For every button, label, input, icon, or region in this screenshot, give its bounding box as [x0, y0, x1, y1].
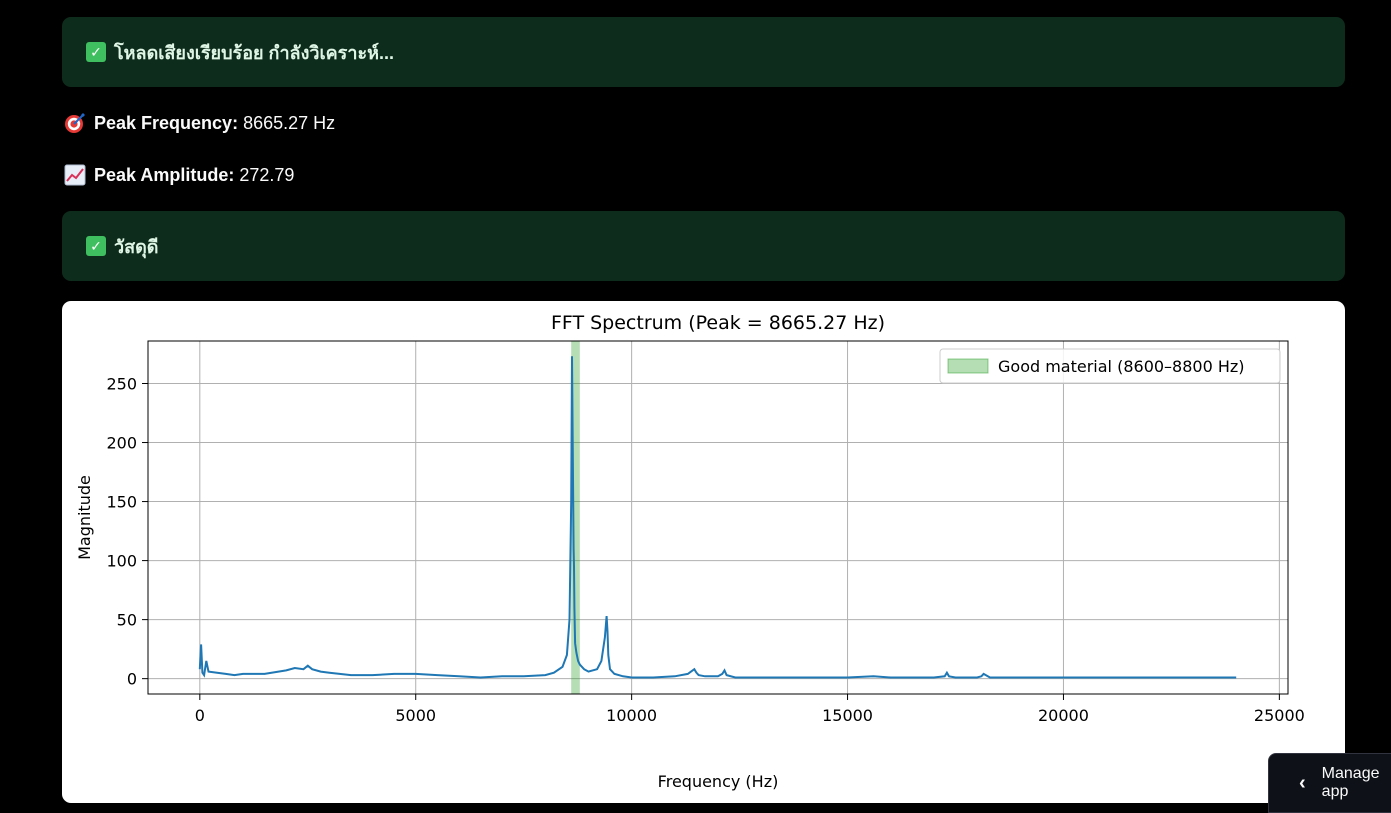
- spectrum-line: [198, 356, 1237, 679]
- fft-chart: 0 5000 10000 15000 20000 25000 0 50 100 150 200 25…: [75, 312, 1305, 791]
- target-icon: [65, 113, 85, 133]
- success-alert-result: ✓ วัสดุดี: [62, 211, 1345, 281]
- legend-swatch: [947, 358, 989, 374]
- chevron-left-icon: ‹: [1299, 771, 1306, 794]
- manage-app-button[interactable]: ‹ Manage app: [1268, 753, 1391, 813]
- success-alert-loaded: ✓ โหลดเสียงเรียบร้อย กำลังวิเคราะห์...: [62, 17, 1345, 87]
- x-tick-label: 25000: [1254, 706, 1305, 725]
- x-tick-label: 20000: [1038, 706, 1089, 725]
- legend-label: Good material (8600–8800 Hz): [998, 357, 1245, 376]
- check-mark-icon: ✓: [86, 42, 106, 62]
- peak-frequency-value: 8665.27 Hz: [243, 112, 336, 133]
- x-tick-label: 15000: [822, 706, 873, 725]
- y-tick-label: 100: [106, 552, 137, 571]
- check-mark-icon: ✓: [86, 236, 106, 256]
- alert-text: วัสดุดี: [114, 236, 159, 257]
- y-tick-label: 50: [117, 611, 137, 630]
- fft-chart-card: 0 5000 10000 15000 20000 25000 0 50 100 150 200 25…: [62, 301, 1345, 803]
- y-tick-label: 250: [106, 375, 137, 394]
- peak-frequency-label: Peak Frequency:: [94, 112, 239, 133]
- peak-amplitude-label: Peak Amplitude:: [94, 164, 235, 185]
- legend: Good material (8600–8800 Hz): [939, 348, 1281, 384]
- manage-app-label: Manage app: [1321, 765, 1380, 800]
- x-axis-label: Frequency (Hz): [658, 772, 779, 791]
- y-tick-label: 150: [106, 493, 137, 512]
- y-axis-label: Magnitude: [75, 475, 94, 560]
- x-tick-label: 10000: [606, 706, 657, 725]
- peak-frequency-metric: Peak Frequency: 8665.27 Hz: [64, 112, 335, 134]
- y-tick-label: 0: [127, 670, 137, 689]
- peak-amplitude-value: 272.79: [239, 164, 295, 185]
- y-tick-label: 200: [106, 434, 137, 453]
- alert-text: โหลดเสียงเรียบร้อย กำลังวิเคราะห์...: [114, 42, 394, 63]
- x-tick-label: 0: [195, 706, 205, 725]
- x-tick-label: 5000: [395, 706, 436, 725]
- chart-title: FFT Spectrum (Peak = 8665.27 Hz): [551, 312, 885, 334]
- chart-increasing-icon: [64, 164, 86, 186]
- peak-amplitude-metric: Peak Amplitude: 272.79: [64, 164, 294, 186]
- good-material-band: [571, 341, 580, 694]
- legend-box: [939, 348, 1281, 384]
- plot-frame: [147, 340, 1289, 695]
